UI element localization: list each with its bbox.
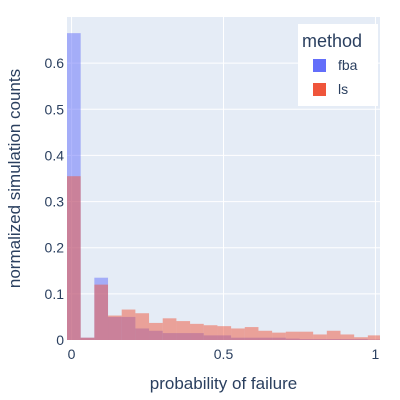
bar-ls: [258, 330, 273, 340]
bar-ls: [367, 335, 380, 340]
bar-ls: [217, 326, 232, 340]
y-tick-label: 0.5: [45, 101, 65, 117]
y-tick-label: 0: [56, 332, 64, 348]
y-axis-ticks: 0 0.1 0.2 0.3 0.4 0.5 0.6: [45, 55, 65, 348]
bar-ls: [272, 332, 286, 340]
x-tick-label: 1: [372, 346, 380, 362]
legend: method fba ls: [298, 24, 378, 106]
bar-ls: [162, 318, 177, 340]
bar-ls: [149, 322, 163, 340]
bar-ls: [108, 315, 122, 340]
bar-ls: [67, 176, 81, 340]
legend-background: [298, 24, 378, 106]
bar-ls: [244, 327, 259, 340]
bar-ls: [313, 334, 327, 340]
bar-ls: [231, 328, 245, 340]
bar-ls: [94, 284, 109, 340]
y-tick-label: 0.1: [45, 286, 65, 302]
bar-ls: [135, 313, 150, 340]
bar-ls: [80, 337, 95, 340]
bar-ls: [285, 331, 300, 340]
histogram-bars: [67, 33, 380, 341]
legend-label-ls: ls: [338, 81, 348, 97]
x-tick-label: 0.5: [214, 346, 234, 362]
legend-title: method: [302, 31, 362, 51]
bar-ls: [190, 323, 204, 340]
x-tick-label: 0: [68, 346, 76, 362]
y-tick-label: 0.3: [45, 194, 65, 210]
y-axis-title: normalized simulation counts: [5, 69, 24, 288]
legend-items: fba ls: [313, 57, 358, 97]
legend-swatch-fba: [313, 59, 326, 72]
y-tick-label: 0.6: [45, 55, 65, 71]
bar-ls: [326, 330, 341, 340]
bar-ls: [121, 309, 136, 340]
legend-swatch-ls: [313, 83, 326, 96]
bar-ls: [299, 331, 314, 340]
bar-ls: [203, 325, 218, 340]
bar-ls: [354, 337, 368, 340]
x-axis-ticks: 0 0.5 1: [68, 346, 380, 362]
y-tick-label: 0.4: [45, 147, 65, 163]
legend-label-fba: fba: [338, 57, 358, 73]
bar-ls: [340, 334, 355, 340]
y-tick-label: 0.2: [45, 240, 65, 256]
bar-ls: [176, 321, 191, 340]
x-axis-title: probability of failure: [150, 374, 297, 393]
